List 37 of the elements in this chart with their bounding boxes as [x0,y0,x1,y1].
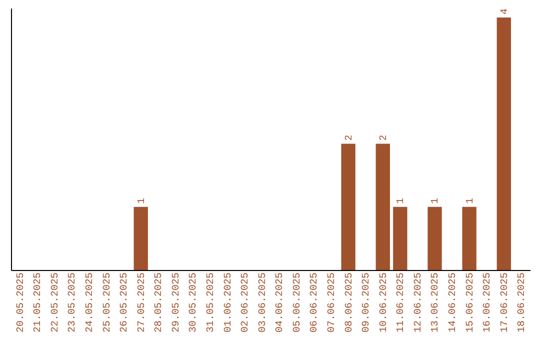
x-tick-label: 14.06.2025 [448,272,460,333]
x-tick-label: 15.06.2025 [465,272,476,333]
x-tick-label: 17.06.2025 [500,272,511,333]
data-label: 1 [465,198,476,204]
x-tick-label: 27.05.2025 [136,272,148,333]
x-tick-label: 21.05.2025 [33,272,44,333]
data-label: 4 [500,8,511,14]
x-tick-label: 24.05.2025 [84,272,96,333]
x-tick-label: 11.06.2025 [396,272,408,333]
x-tick-label: 28.05.2025 [154,272,166,333]
x-tick-label: 26.05.2025 [120,272,131,333]
data-label: 1 [136,198,148,204]
x-tick-label: 13.06.2025 [430,272,442,333]
x-tick-label: 07.06.2025 [327,272,338,333]
x-tick-label: 18.06.2025 [517,272,528,333]
x-tick-label: 04.06.2025 [275,272,286,333]
x-tick-label: 31.05.2025 [206,272,217,333]
x-tick-label: 05.06.2025 [292,272,304,333]
x-tick-label: 25.05.2025 [102,272,114,333]
x-tick-label: 30.05.2025 [188,272,200,333]
x-tick-label: 10.06.2025 [378,272,390,333]
x-tick-label: 16.06.2025 [482,272,494,333]
x-tick-label: 06.06.2025 [310,272,321,333]
x-tick-label: 08.06.2025 [344,272,356,333]
data-label: 2 [344,134,356,141]
x-tick-label: 22.05.2025 [50,272,62,333]
x-tick-label: 23.05.2025 [68,272,79,333]
x-tick-label: 03.06.2025 [258,272,269,333]
x-tick-label: 01.06.2025 [223,272,234,333]
x-tick-label: 29.05.2025 [171,272,182,333]
x-tick-label: 20.05.2025 [16,272,27,333]
data-label: 1 [430,198,442,204]
data-label: 1 [396,198,408,204]
x-tick-label: 09.06.2025 [362,272,373,333]
x-tick-label: 02.06.2025 [240,272,252,333]
data-label: 2 [378,134,390,141]
x-tick-label: 12.06.2025 [413,272,424,333]
